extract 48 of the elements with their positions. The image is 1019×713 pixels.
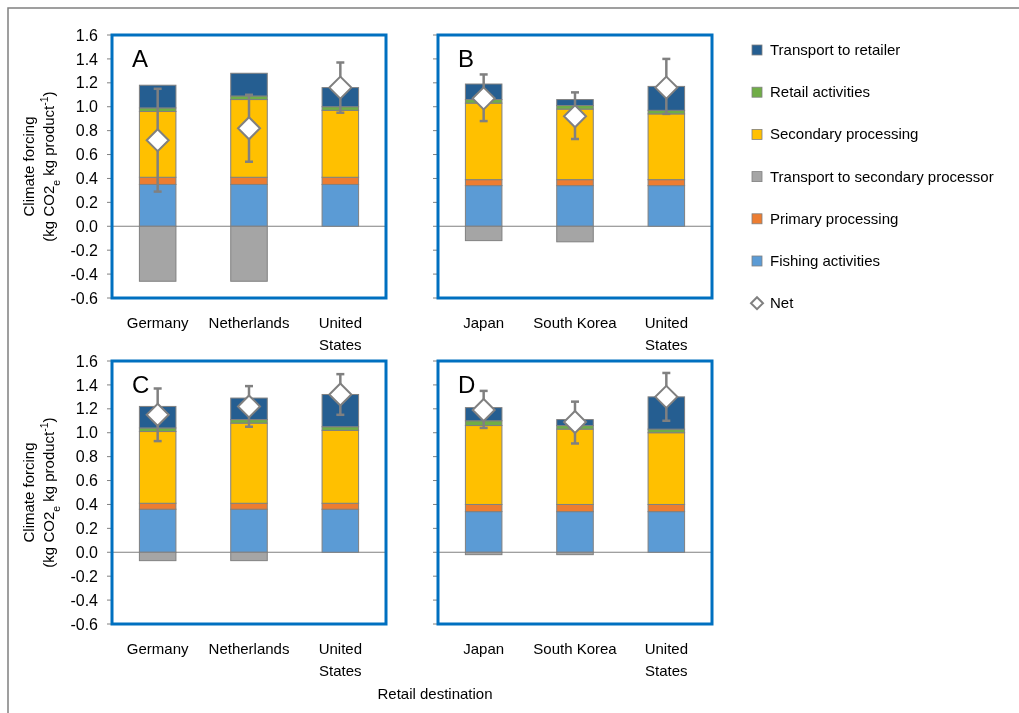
legend-label: Retail activities: [770, 83, 871, 101]
legend-label: Net: [770, 294, 795, 312]
x-tick-label: Netherlands: [208, 314, 290, 331]
y-tick-label: 1.0: [75, 98, 99, 116]
y-tick-label: 0.4: [75, 496, 99, 514]
x-tick-label: Netherlands: [208, 640, 290, 657]
y-tick-label: 1.0: [75, 424, 99, 442]
y-tick-label: 1.2: [75, 74, 99, 92]
x-tick-label: Germany: [126, 640, 190, 657]
y-tick-label: 0.0: [75, 543, 99, 561]
y-tick-label: 0.0: [75, 217, 99, 235]
legend-label: Transport to retailer: [770, 41, 901, 58]
y-tick-label: -0.4: [70, 265, 99, 283]
y-tick-label: 0.6: [75, 146, 99, 164]
y-tick-label: -0.2: [70, 567, 99, 585]
legend-label: Primary processing: [770, 209, 899, 227]
chart-title: C: [132, 371, 150, 398]
legend-label: Transport to secondary processor: [770, 167, 994, 185]
y-tick-label: 0.2: [75, 193, 99, 211]
y-tick-label: 0.8: [75, 122, 99, 140]
chart-title: D: [458, 371, 476, 398]
x-tick-label: Japan: [463, 640, 505, 657]
x-tick-label: Japan: [463, 314, 505, 331]
y-tick-label: 1.4: [75, 376, 99, 394]
y-tick-label: -0.6: [70, 289, 99, 307]
x-tick-label: United States: [644, 640, 689, 679]
y-tick-label: 0.6: [75, 472, 99, 490]
y-tick-label: -0.2: [70, 241, 99, 259]
x-tick-label: South Korea: [533, 640, 618, 657]
y-tick-label: 1.2: [75, 400, 99, 418]
y-tick-label: -0.4: [70, 591, 99, 609]
x-axis-title: Retail destination: [377, 685, 493, 702]
x-tick-label: South Korea: [533, 314, 618, 331]
chart-title: B: [458, 45, 475, 72]
y-tick-label: 0.2: [75, 519, 99, 537]
x-tick-label: United States: [318, 640, 363, 679]
y-tick-label: 1.6: [75, 26, 99, 44]
chart-title: A: [132, 45, 149, 72]
x-tick-label: United States: [318, 314, 363, 353]
y-tick-label: 0.4: [75, 170, 99, 188]
y-tick-label: -0.6: [70, 615, 99, 633]
y-tick-label: 1.4: [75, 50, 99, 68]
legend-label: Fishing activities: [770, 252, 881, 269]
legend-label: Secondary processing: [770, 125, 919, 143]
y-tick-label: 1.6: [75, 352, 99, 370]
x-tick-label: United States: [644, 314, 689, 353]
y-tick-label: 0.8: [75, 448, 99, 466]
x-tick-label: Germany: [126, 314, 190, 331]
